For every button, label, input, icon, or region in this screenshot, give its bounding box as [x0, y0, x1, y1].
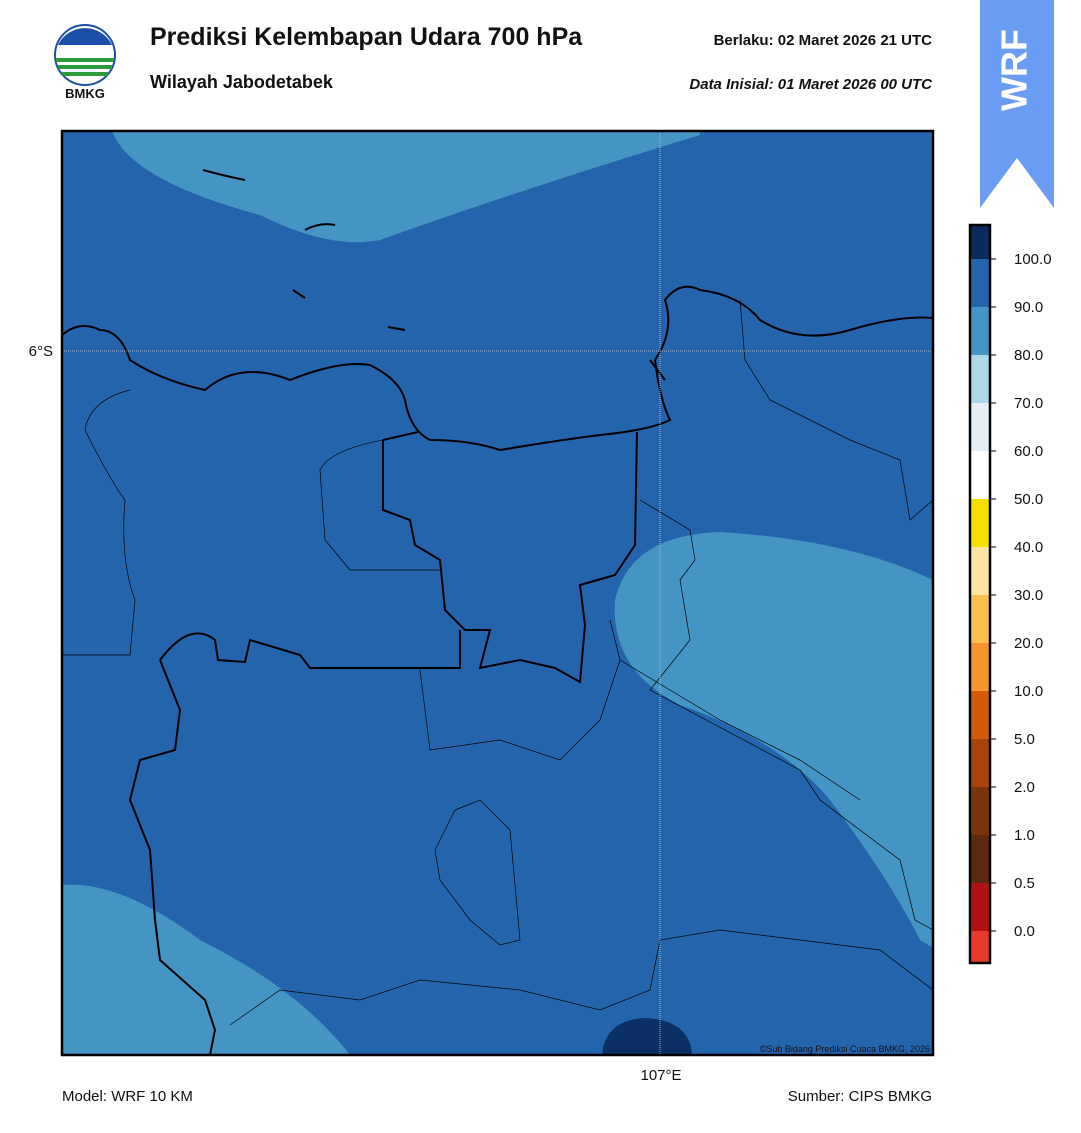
lon-label: 107°E: [640, 1067, 681, 1084]
footer-model: Model: WRF 10 KM: [62, 1088, 193, 1105]
colorbar-label: 50.0: [1014, 491, 1043, 508]
colorbar-label: 60.0: [1014, 443, 1043, 460]
colorbar-segment: [970, 547, 990, 595]
colorbar-label: 1.0: [1014, 827, 1035, 844]
colorbar-label: 10.0: [1014, 683, 1043, 700]
colorbar-segment: [970, 787, 990, 835]
colorbar-label: 100.0: [1014, 251, 1052, 268]
logo-text: BMKG: [65, 86, 105, 101]
logo: BMKG: [54, 24, 116, 101]
subtitle: Wilayah Jabodetabek: [150, 72, 334, 92]
title: Prediksi Kelembapan Udara 700 hPa: [150, 23, 583, 51]
credit: ©Sub Bidang Prediksi Cuaca BMKG, 2026: [760, 1044, 930, 1054]
colorbar-label: 0.0: [1014, 923, 1035, 940]
colorbar-label: 90.0: [1014, 299, 1043, 316]
colorbar: 0.0 0.5 1.0 2.0 5.0 10.0 20.0 30.0 40.0 50.0 60.0 7…: [968, 223, 1052, 965]
colorbar-label: 80.0: [1014, 347, 1043, 364]
colorbar-label: 30.0: [1014, 587, 1043, 604]
colorbar-segment: [970, 739, 990, 787]
colorbar-segment: [970, 595, 990, 643]
colorbar-segment: [970, 355, 990, 403]
colorbar-frame: [968, 223, 992, 965]
badge-text: WRF: [994, 29, 1035, 111]
colorbar-label: 5.0: [1014, 731, 1035, 748]
colorbar-segment: [970, 883, 990, 931]
colorbar-segment: [970, 451, 990, 499]
colorbar-segment: [970, 259, 990, 307]
map-frame: [60, 129, 935, 1057]
lat-label: 6°S: [29, 343, 53, 360]
badge: [980, 0, 1054, 208]
colorbar-segment: [970, 403, 990, 451]
init-time: Data Inisial: 01 Maret 2026 00 UTC: [689, 76, 933, 93]
colorbar-segment: [970, 643, 990, 691]
colorbar-label: 0.5: [1014, 875, 1035, 892]
colorbar-segment: [970, 835, 990, 883]
colorbar-label: 40.0: [1014, 539, 1043, 556]
valid-time: Berlaku: 02 Maret 2026 21 UTC: [714, 32, 933, 49]
footer-source: Sumber: CIPS BMKG: [788, 1088, 932, 1105]
map: ©Sub Bidang Prediksi Cuaca BMKG, 2026: [62, 131, 933, 1055]
colorbar-label: 70.0: [1014, 395, 1043, 412]
colorbar-segment: [970, 307, 990, 355]
colorbar-segment: [970, 225, 990, 259]
colorbar-segment: [970, 499, 990, 547]
colorbar-label: 2.0: [1014, 779, 1035, 796]
colorbar-segment: [970, 691, 990, 739]
colorbar-label: 20.0: [1014, 635, 1043, 652]
colorbar-segment: [970, 931, 990, 963]
